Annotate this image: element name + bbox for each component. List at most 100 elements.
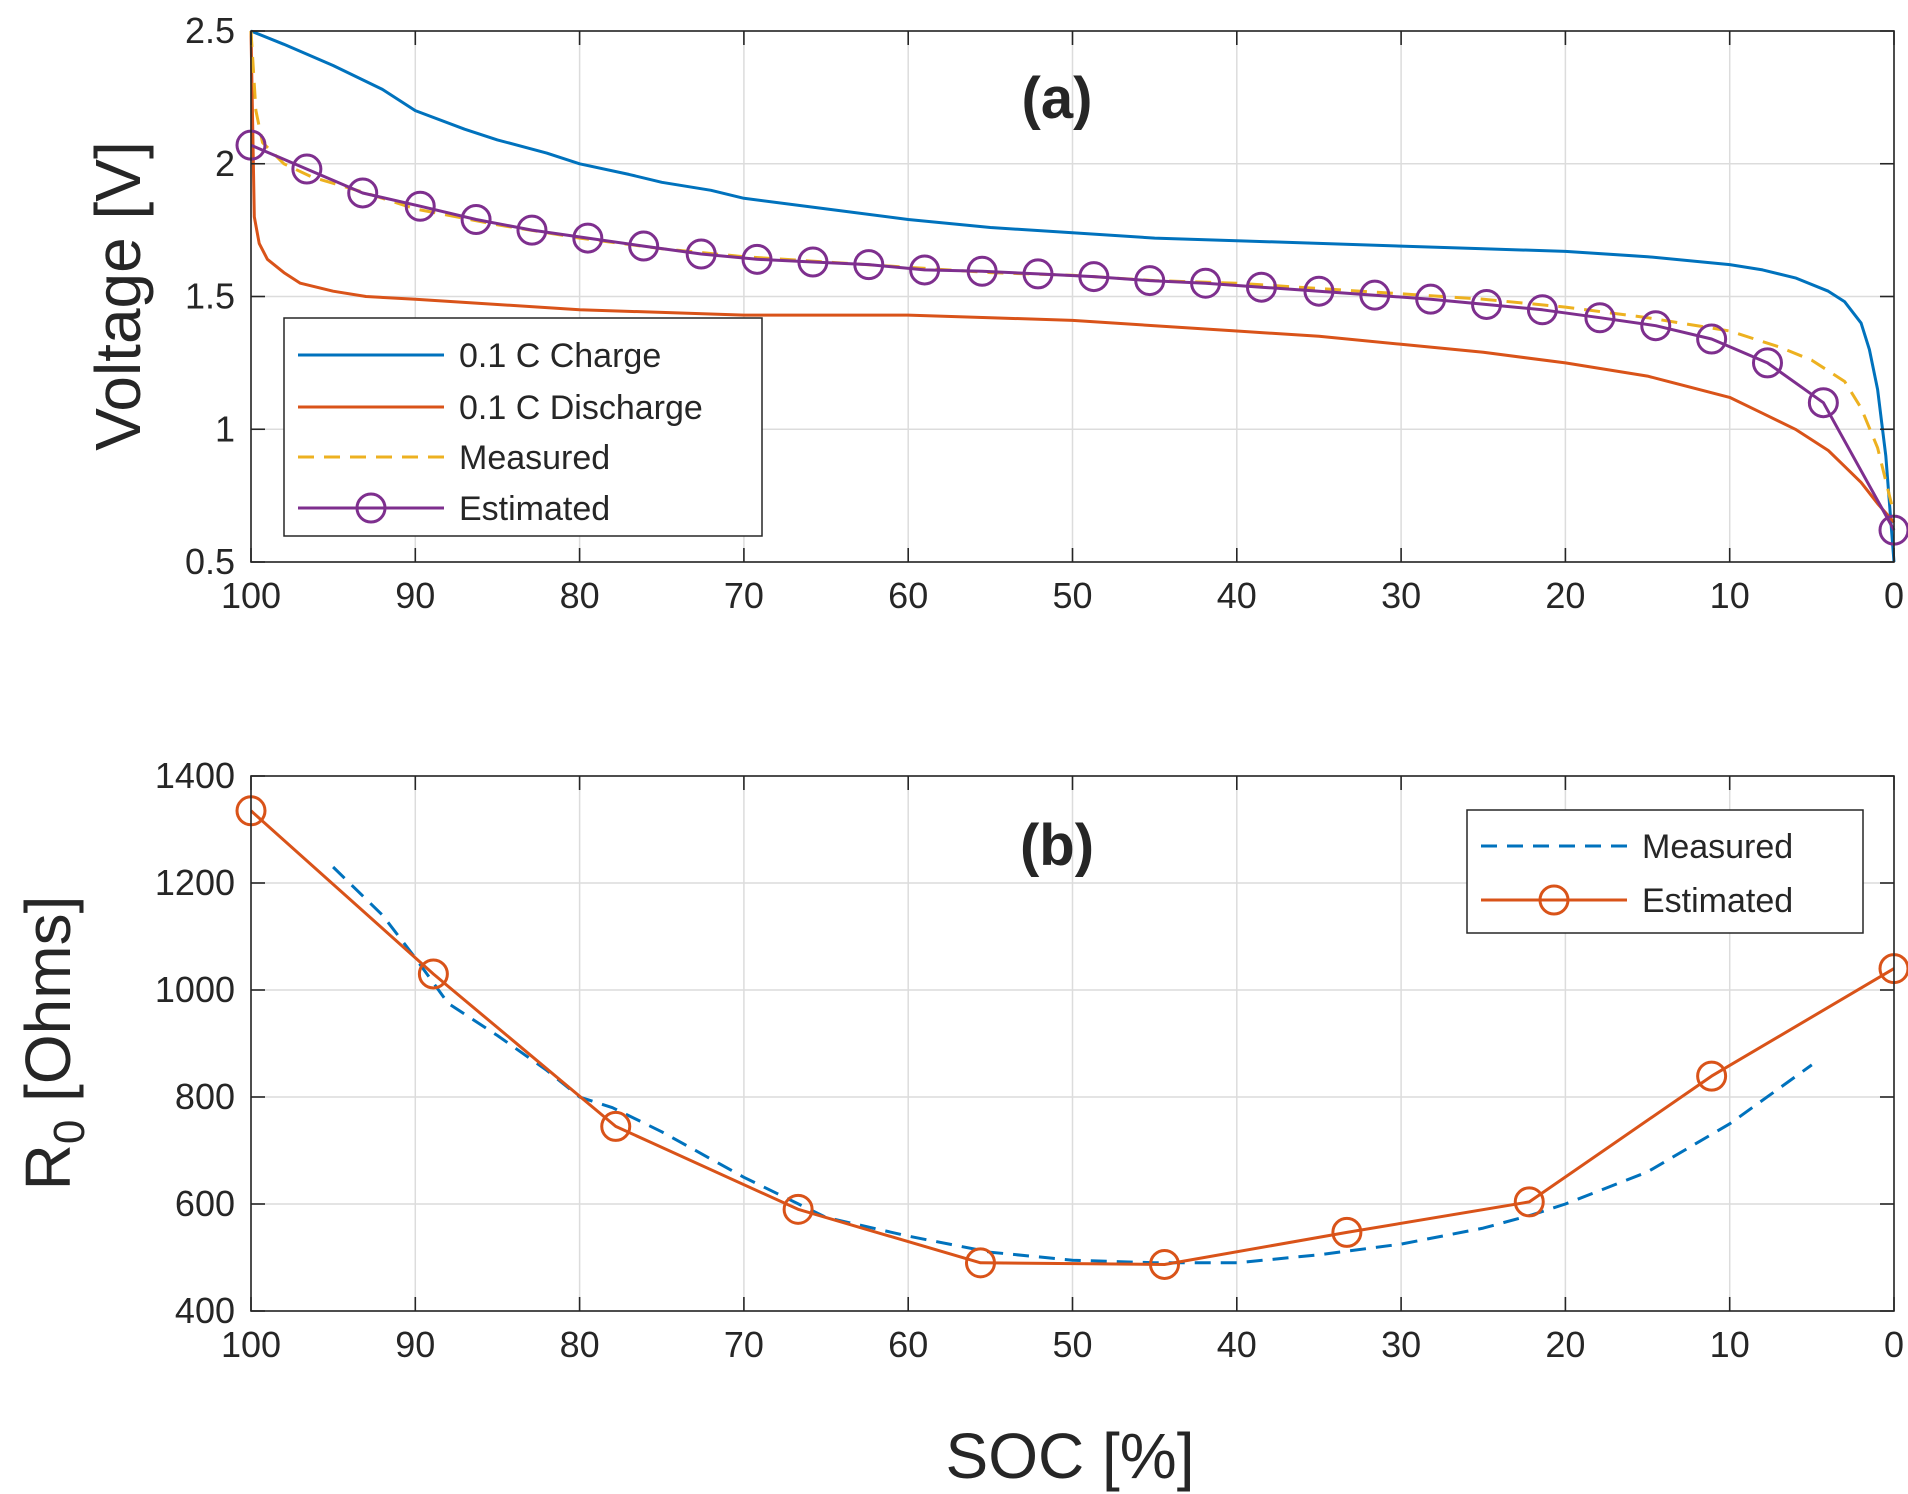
point-b-estimated-4 bbox=[964, 1247, 996, 1279]
y-tick-label-b-5: 1400 bbox=[155, 755, 235, 796]
point-a-estimated-24 bbox=[1584, 302, 1616, 334]
y-tick-label-b-3: 1000 bbox=[155, 969, 235, 1010]
point-b-estimated-8 bbox=[1696, 1060, 1728, 1092]
legend-b-label-measured: Measured bbox=[1642, 828, 1793, 866]
legend-a-entry-estimated: Estimated bbox=[298, 490, 610, 528]
point-b-estimated-5 bbox=[1149, 1248, 1181, 1280]
point-a-estimated-15 bbox=[1078, 261, 1110, 293]
legend-a-label-measured: Measured bbox=[459, 439, 610, 477]
point-a-estimated-2 bbox=[347, 177, 379, 209]
ticks-b: 100 90 80 70 60 50 40 30 20 10 0400600800100012001… bbox=[155, 755, 1904, 1365]
y-tick-label-b-4: 1200 bbox=[155, 862, 235, 903]
point-a-estimated-23 bbox=[1526, 294, 1558, 326]
x-tick-label-b-8: 20 bbox=[1545, 1324, 1585, 1365]
point-a-estimated-10 bbox=[797, 246, 829, 278]
x-tick-label-b-5: 50 bbox=[1052, 1324, 1092, 1365]
x-tick-label-b-0: 100 bbox=[221, 1324, 281, 1365]
legend-b: Measured Estimated bbox=[1466, 809, 1864, 934]
point-a-estimated-9 bbox=[741, 243, 773, 275]
series-line-a-estimated bbox=[250, 143, 1896, 531]
y-axis-title-b-unit: [Ohms] bbox=[12, 896, 84, 1120]
panel-label-b: (b) bbox=[1020, 813, 1094, 878]
y-tick-label-a-3: 2 bbox=[215, 143, 235, 184]
legend-a-entry-measured: Measured bbox=[298, 439, 610, 477]
legend-a-entry-discharge: 0.1 C Discharge bbox=[298, 389, 703, 427]
panel-b-resistance-plot: 100 90 80 70 60 50 40 30 20 10 0400600800100012001… bbox=[12, 755, 1908, 1492]
x-tick-label-a-8: 20 bbox=[1545, 575, 1585, 616]
x-tick-label-b-1: 90 bbox=[395, 1324, 435, 1365]
x-tick-label-b-3: 70 bbox=[724, 1324, 764, 1365]
legend-a-label-estimated: Estimated bbox=[459, 490, 610, 528]
legend-a-label-charge: 0.1 C Charge bbox=[459, 337, 661, 375]
point-a-estimated-14 bbox=[1022, 258, 1054, 290]
x-tick-label-b-4: 60 bbox=[888, 1324, 928, 1365]
y-tick-label-a-2: 1.5 bbox=[185, 276, 235, 317]
series-line-a-0-1-c-charge bbox=[250, 29, 1896, 563]
x-tick-label-b-10: 0 bbox=[1884, 1324, 1904, 1365]
ticks-a: 100 90 80 70 60 50 40 30 20 10 00.511.522.5 bbox=[185, 10, 1904, 616]
x-axis-title-b: SOC [%] bbox=[946, 1420, 1195, 1492]
y-tick-label-b-2: 800 bbox=[175, 1076, 235, 1117]
point-a-estimated-28 bbox=[1807, 387, 1839, 419]
panel-a-voltage-plot: 100 90 80 70 60 50 40 30 20 10 00.511.522.5 (a) Vo… bbox=[82, 10, 1908, 616]
x-tick-label-a-10: 0 bbox=[1884, 575, 1904, 616]
point-a-estimated-22 bbox=[1471, 288, 1503, 320]
legend-a-label-discharge: 0.1 C Discharge bbox=[459, 389, 703, 427]
y-axis-title-b-sub: 0 bbox=[45, 1120, 94, 1144]
x-tick-label-a-4: 60 bbox=[888, 575, 928, 616]
point-a-estimated-6 bbox=[572, 222, 604, 254]
x-tick-label-b-7: 30 bbox=[1381, 1324, 1421, 1365]
point-b-estimated-7 bbox=[1513, 1186, 1545, 1218]
x-tick-label-a-9: 10 bbox=[1710, 575, 1750, 616]
point-a-estimated-20 bbox=[1359, 279, 1391, 311]
point-a-estimated-8 bbox=[685, 238, 717, 270]
legend-b-box bbox=[1466, 809, 1864, 934]
point-b-estimated-2 bbox=[600, 1110, 632, 1142]
point-a-estimated-7 bbox=[628, 230, 660, 262]
x-tick-label-a-5: 50 bbox=[1052, 575, 1092, 616]
y-tick-label-a-1: 1 bbox=[215, 408, 235, 449]
point-a-estimated-18 bbox=[1245, 271, 1277, 303]
x-tick-label-b-6: 40 bbox=[1217, 1324, 1257, 1365]
legend-a: 0.1 C Charge 0.1 C Discharge Measured Es… bbox=[283, 317, 763, 537]
panel-label-a: (a) bbox=[1022, 66, 1093, 131]
point-a-estimated-26 bbox=[1696, 323, 1728, 355]
x-tick-label-b-2: 80 bbox=[560, 1324, 600, 1365]
legend-b-label-estimated: Estimated bbox=[1642, 882, 1793, 920]
legend-b-entry-measured: Measured bbox=[1481, 828, 1793, 866]
y-tick-label-a-4: 2.5 bbox=[185, 10, 235, 51]
series-line-a-0-1-c-discharge bbox=[249, 30, 1896, 524]
y-tick-label-b-0: 400 bbox=[175, 1290, 235, 1331]
legend-b-marker-estimated bbox=[1538, 884, 1570, 916]
y-axis-title-a: Voltage [V] bbox=[82, 141, 154, 451]
y-tick-label-b-1: 600 bbox=[175, 1183, 235, 1224]
legend-a-marker-estimated bbox=[355, 492, 387, 524]
point-a-estimated-17 bbox=[1190, 267, 1222, 299]
legend-b-entry-estimated: Estimated bbox=[1481, 882, 1793, 920]
y-axis-title-b: R0 [Ohms] bbox=[12, 896, 94, 1191]
x-tick-label-a-6: 40 bbox=[1217, 575, 1257, 616]
x-tick-label-b-9: 10 bbox=[1710, 1324, 1750, 1365]
point-a-estimated-11 bbox=[853, 249, 885, 281]
point-a-estimated-1 bbox=[291, 153, 323, 185]
point-a-estimated-16 bbox=[1134, 265, 1166, 297]
series-group-b bbox=[235, 795, 1908, 1280]
y-axis-title-b-main: R bbox=[12, 1144, 84, 1190]
point-a-estimated-12 bbox=[909, 254, 941, 286]
point-a-estimated-19 bbox=[1303, 275, 1335, 307]
x-tick-label-a-0: 100 bbox=[221, 575, 281, 616]
point-a-estimated-21 bbox=[1415, 283, 1447, 315]
point-b-estimated-3 bbox=[782, 1193, 814, 1225]
point-b-estimated-1 bbox=[417, 958, 449, 990]
x-tick-label-a-2: 80 bbox=[560, 575, 600, 616]
x-tick-label-a-1: 90 bbox=[395, 575, 435, 616]
point-b-estimated-6 bbox=[1331, 1216, 1363, 1248]
point-a-estimated-13 bbox=[966, 255, 998, 287]
x-tick-label-a-7: 30 bbox=[1381, 575, 1421, 616]
point-a-estimated-25 bbox=[1640, 310, 1672, 342]
point-a-estimated-27 bbox=[1751, 347, 1783, 379]
series-line-b-estimated bbox=[249, 809, 1895, 1266]
point-a-estimated-4 bbox=[460, 204, 492, 236]
point-a-estimated-5 bbox=[516, 214, 548, 246]
